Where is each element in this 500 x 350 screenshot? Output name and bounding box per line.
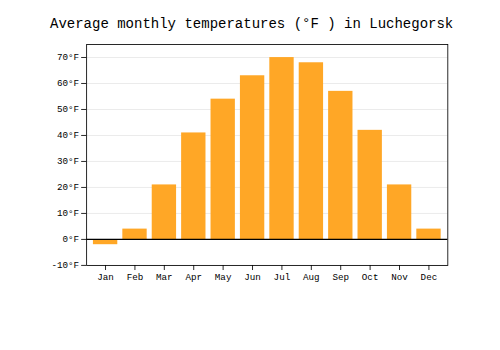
svg-text:70°F: 70°F: [57, 52, 79, 63]
svg-text:Dec: Dec: [421, 272, 438, 283]
svg-text:40°F: 40°F: [57, 130, 79, 141]
svg-text:Aug: Aug: [303, 272, 320, 283]
svg-text:Nov: Nov: [391, 272, 408, 283]
svg-text:0°F: 0°F: [62, 234, 79, 245]
svg-text:30°F: 30°F: [57, 156, 79, 167]
svg-text:Apr: Apr: [185, 272, 202, 283]
svg-text:10°F: 10°F: [57, 208, 79, 219]
svg-text:-10°F: -10°F: [51, 260, 79, 271]
svg-text:May: May: [215, 272, 232, 283]
svg-text:Jun: Jun: [244, 272, 261, 283]
svg-text:Jul: Jul: [274, 272, 291, 283]
svg-text:20°F: 20°F: [57, 182, 79, 193]
svg-text:Feb: Feb: [127, 272, 144, 283]
svg-text:50°F: 50°F: [57, 104, 79, 115]
svg-text:Mar: Mar: [156, 272, 173, 283]
html-text:Average monthly temperatures (: Average monthly temperatures (°F ) in Lu…: [50, 16, 454, 32]
svg-text:Jan: Jan: [97, 272, 114, 283]
svg-text:60°F: 60°F: [57, 78, 79, 89]
svg-text:Sep: Sep: [332, 272, 349, 283]
svg-text:Oct: Oct: [362, 272, 379, 283]
